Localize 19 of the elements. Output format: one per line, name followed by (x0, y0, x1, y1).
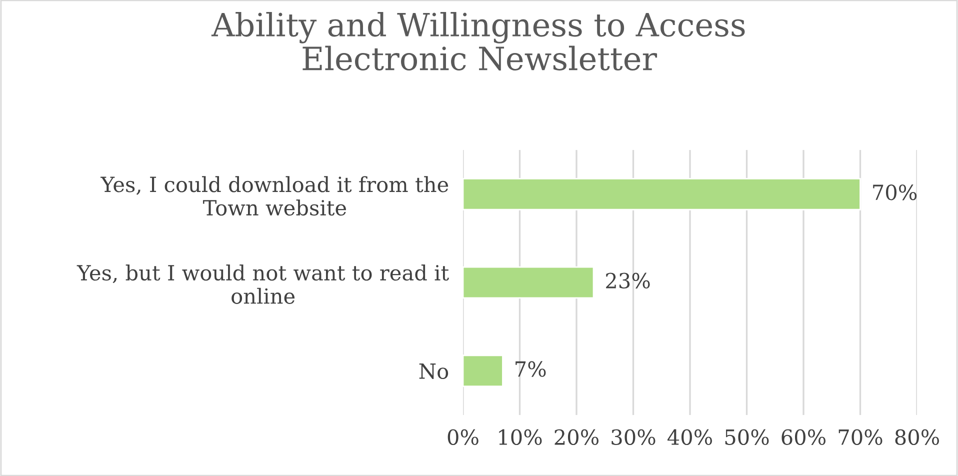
data-label: 23% (606, 272, 650, 289)
bar (463, 178, 861, 210)
data-label: 70% (873, 184, 917, 200)
bar (463, 354, 504, 387)
x-tick-label: 20% (554, 429, 599, 446)
x-tick-label: 30% (612, 429, 656, 446)
y-tick-label: Yes, I could download it from the Town website (100, 176, 448, 216)
chart-title: Ability and Willingness to Access Electronic Newsletter (211, 12, 745, 71)
x-tick-label: 10% (499, 429, 542, 446)
x-tick-label: 80% (895, 429, 940, 446)
x-tick-label: 70% (838, 429, 882, 446)
x-tick-label: 0% (448, 429, 478, 446)
y-tick-label: Yes, but I would not want to read it online (76, 264, 449, 304)
x-tick-label: 50% (725, 429, 769, 446)
y-tick-label: No (419, 364, 448, 380)
data-label: 7% (516, 361, 546, 377)
x-tick-label: 60% (782, 429, 826, 446)
bar (463, 266, 594, 299)
x-tick-label: 40% (667, 429, 712, 446)
